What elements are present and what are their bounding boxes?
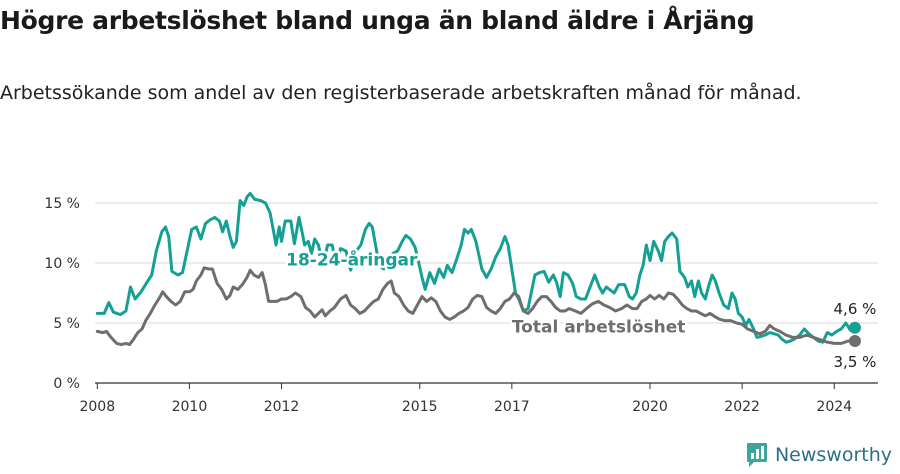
- end-point-total: [848, 335, 861, 347]
- x-tick-label: 2022: [724, 399, 760, 415]
- end-label-total: 3,5 %: [834, 353, 877, 371]
- series-line-total: [95, 266, 857, 347]
- brand-logo[interactable]: Newsworthy: [746, 442, 892, 468]
- series-labels: 18-24-åringar Total arbetslöshet 4,6 % 3,5 …: [284, 246, 877, 371]
- y-tick-label: 0 %: [53, 376, 80, 392]
- y-tick-label: 15 %: [44, 196, 80, 212]
- bar-chart-logo-icon: [746, 443, 767, 467]
- y-tick-label: 10 %: [44, 256, 80, 272]
- axes: 0 % 5 % 10 % 15 % 2008 2010 2012 2015 2017 2020 20…: [44, 196, 878, 415]
- x-tick-label: 2008: [79, 399, 115, 415]
- x-tick-label: 2017: [494, 399, 530, 415]
- x-tick-label: 2015: [402, 399, 438, 415]
- x-tick-label: 2020: [632, 399, 668, 415]
- y-tick-label: 5 %: [53, 316, 80, 332]
- chart-title: Högre arbetslöshet bland unga än bland ä…: [0, 6, 755, 35]
- series-label-youth: 18-24-åringar: [286, 248, 418, 270]
- series-label-total: Total arbetslöshet: [512, 318, 686, 338]
- chart-subtitle: Arbetssökande som andel av den registerb…: [0, 82, 802, 104]
- x-tick-label: 2010: [172, 399, 208, 415]
- series-line-youth: [95, 191, 857, 344]
- end-label-youth: 4,6 %: [834, 300, 877, 318]
- x-tick-label: 2024: [816, 399, 852, 415]
- x-tick-label: 2012: [264, 399, 300, 415]
- series-lines: [95, 191, 861, 347]
- brand-name: Newsworthy: [774, 444, 892, 466]
- end-point-youth: [848, 321, 861, 334]
